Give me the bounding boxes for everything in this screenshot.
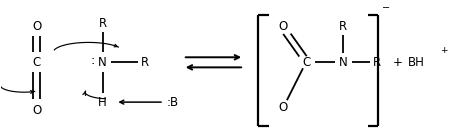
- Text: R: R: [99, 17, 107, 30]
- Text: :: :: [90, 55, 94, 67]
- Text: C: C: [33, 56, 41, 69]
- Text: BH: BH: [408, 56, 425, 69]
- Text: R: R: [373, 56, 381, 69]
- Text: N: N: [338, 56, 347, 69]
- Text: R: R: [140, 56, 148, 69]
- Text: O: O: [279, 20, 288, 33]
- Text: N: N: [98, 56, 107, 69]
- Text: O: O: [279, 101, 288, 114]
- Text: +: +: [392, 56, 402, 69]
- Text: R: R: [339, 20, 347, 33]
- Text: O: O: [32, 20, 41, 33]
- Text: :B: :B: [166, 96, 178, 109]
- Text: −: −: [382, 3, 390, 13]
- Text: C: C: [302, 56, 311, 69]
- Text: O: O: [32, 104, 41, 117]
- Text: +: +: [439, 46, 447, 55]
- Text: H: H: [98, 96, 107, 109]
